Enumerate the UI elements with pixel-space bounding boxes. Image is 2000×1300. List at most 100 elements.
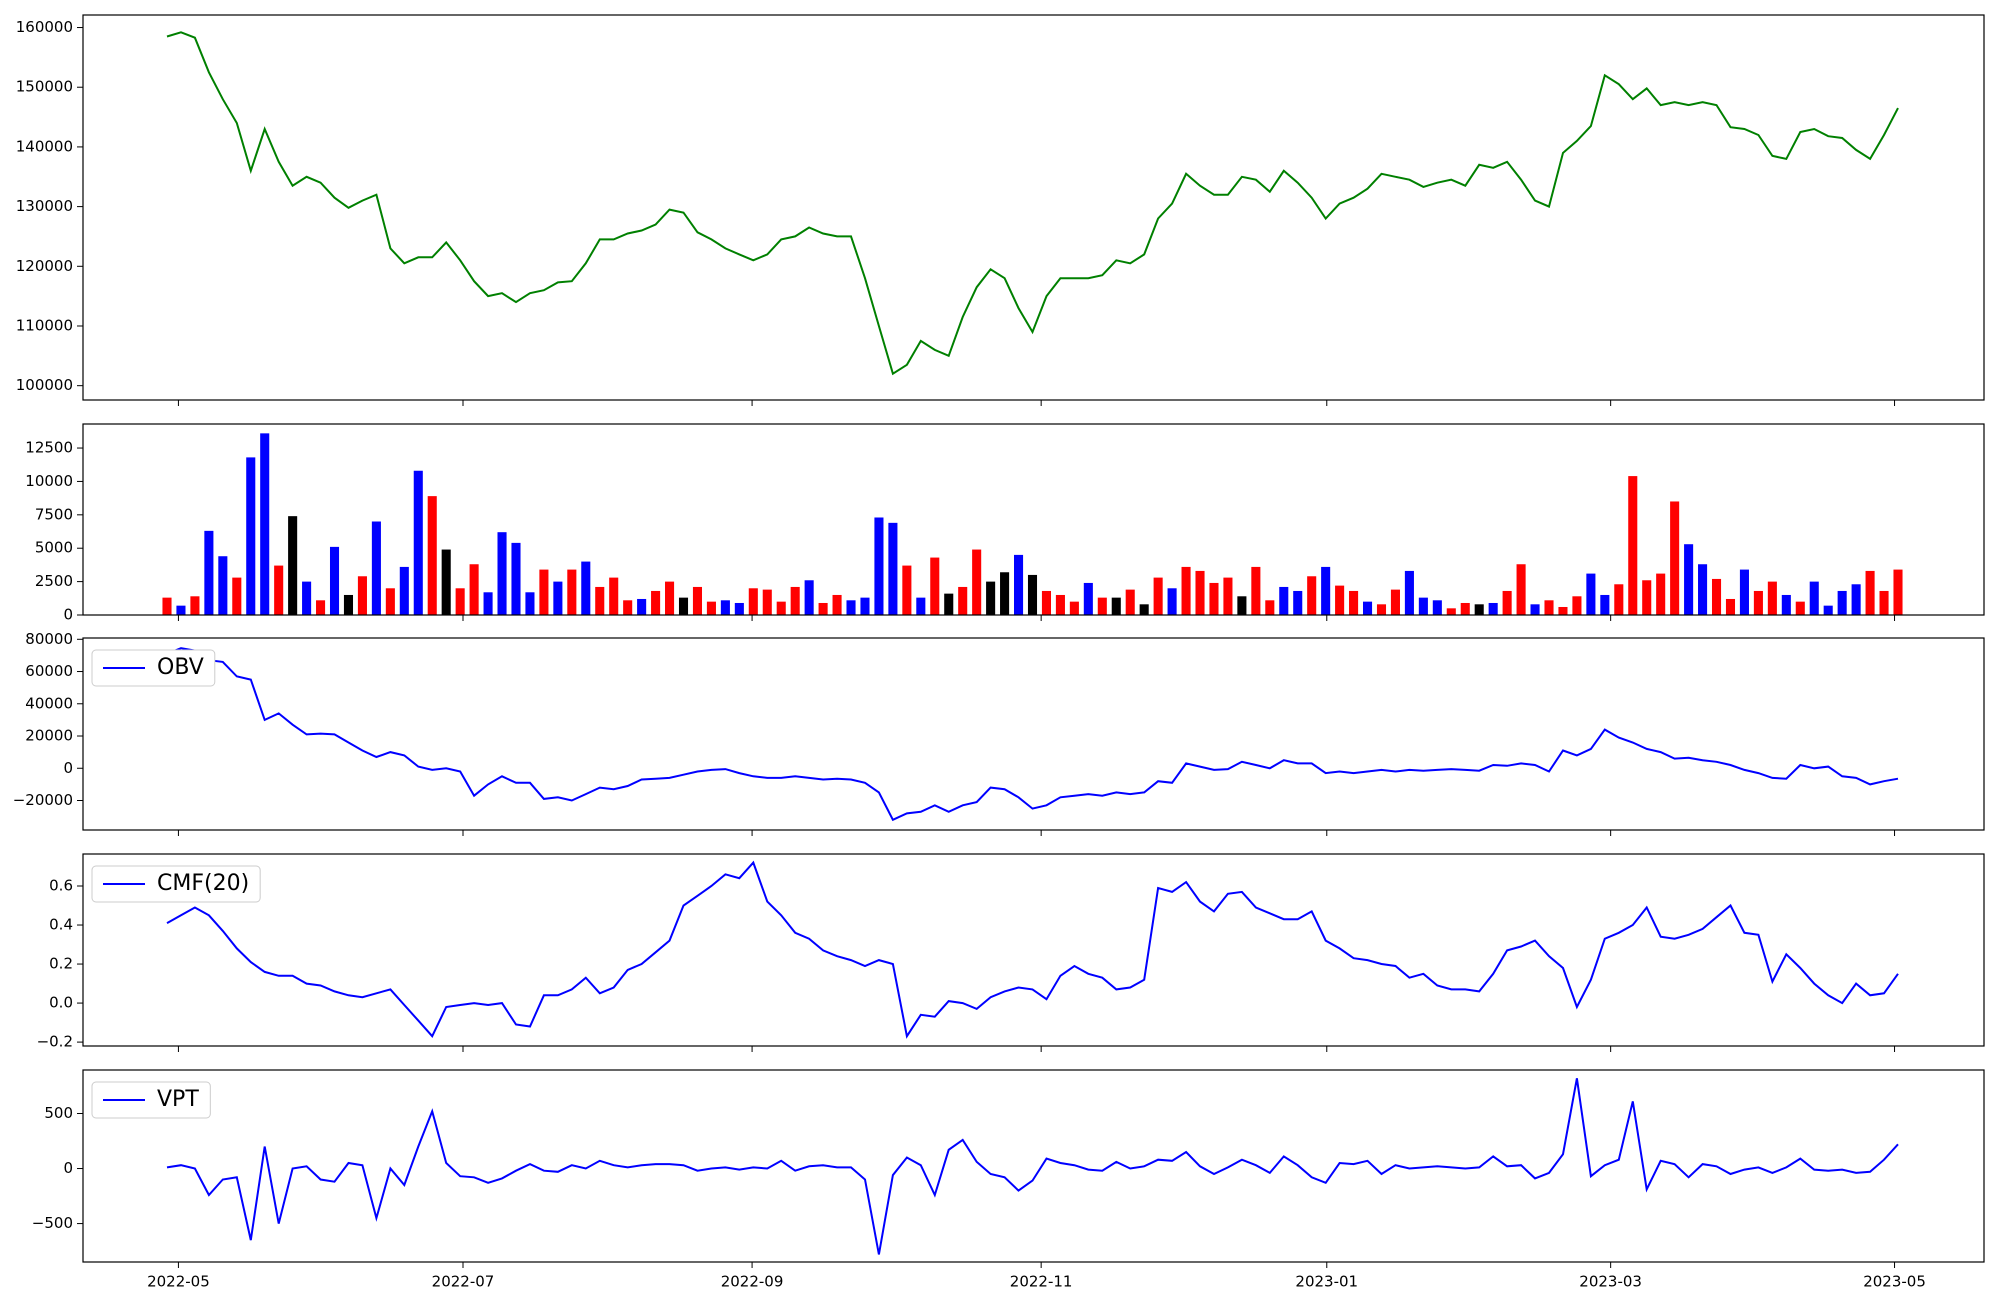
bar [1879, 590, 1889, 615]
bar [1474, 604, 1484, 615]
bar [497, 532, 507, 615]
y-tick-label: −0.2 [37, 1033, 73, 1051]
bar [539, 569, 549, 615]
bar [1628, 476, 1638, 615]
y-tick-label: 160000 [16, 18, 73, 36]
bar [1195, 570, 1205, 615]
bar [1041, 590, 1051, 615]
y-tick-label: 80000 [25, 630, 73, 648]
bar [525, 592, 535, 615]
bar [930, 557, 940, 615]
bar [1670, 501, 1680, 615]
bar [1307, 576, 1317, 615]
bar [1265, 600, 1275, 615]
y-tick-label: −500 [32, 1214, 73, 1232]
bar [385, 588, 395, 615]
bar [1279, 586, 1289, 615]
bar [1000, 572, 1010, 615]
bar [874, 517, 884, 615]
y-tick-label: 7500 [35, 505, 73, 523]
bar [329, 546, 340, 615]
bar [1153, 577, 1163, 615]
bar [1586, 573, 1596, 615]
bar [958, 586, 968, 615]
line [166, 860, 1899, 1039]
y-tick-label: 5000 [35, 539, 73, 557]
y-tick-label: 60000 [25, 662, 73, 680]
bar [162, 597, 172, 615]
line [166, 31, 1899, 376]
bar [1767, 581, 1777, 615]
legend: CMF(20) [91, 865, 261, 903]
y-tick-label: 150000 [16, 78, 73, 96]
bar [1083, 582, 1093, 615]
bar [1544, 600, 1554, 615]
bar [455, 588, 465, 615]
plot-frame [82, 1069, 1985, 1263]
bar [288, 516, 298, 615]
bar [1432, 600, 1442, 615]
bar [1390, 589, 1400, 615]
bar [1614, 584, 1624, 615]
y-tick-label: 110000 [16, 316, 73, 334]
bar [260, 433, 270, 615]
legend-label: VPT [157, 1087, 199, 1112]
bar [553, 581, 563, 615]
bar [441, 549, 451, 615]
bar [651, 590, 661, 615]
bar [1335, 585, 1345, 615]
bar [944, 593, 954, 615]
bar [1321, 566, 1331, 615]
bar [1181, 566, 1191, 615]
bar [1809, 581, 1819, 615]
bar [246, 457, 256, 615]
bar [902, 565, 912, 615]
bar [1558, 606, 1568, 615]
y-tick-label: 0 [63, 606, 73, 624]
bar [1893, 569, 1903, 615]
bar [1865, 570, 1875, 615]
bar [846, 600, 856, 615]
bar [1293, 590, 1303, 615]
y-tick-label: 130000 [16, 197, 73, 215]
bar [302, 581, 312, 615]
bar [1516, 564, 1526, 615]
legend-box [91, 649, 216, 687]
plot-frame [82, 853, 1985, 1047]
x-tick-label: 2023-01 [1295, 1273, 1358, 1291]
bar [371, 521, 381, 615]
bar [1642, 580, 1652, 615]
y-tick-label: 0.4 [49, 916, 73, 934]
bar [1488, 602, 1498, 615]
y-tick-label: 140000 [16, 137, 73, 155]
plot-frame [82, 14, 1985, 401]
line [166, 647, 1899, 822]
bar [1446, 608, 1456, 615]
bar [1139, 604, 1149, 615]
bar [609, 577, 619, 615]
bar [1014, 554, 1024, 615]
bar [190, 596, 200, 615]
legend-box [91, 865, 261, 903]
y-tick-label: 40000 [25, 694, 73, 712]
y-tick-label: −20000 [13, 791, 73, 809]
legend-label: CMF(20) [157, 871, 249, 896]
bar [1656, 573, 1666, 615]
x-tick-label: 2022-07 [432, 1273, 495, 1291]
legend: VPT [91, 1081, 211, 1119]
bar [1376, 604, 1387, 615]
bar [1055, 594, 1065, 615]
x-tick-label: 2023-03 [1579, 1273, 1642, 1291]
bar [748, 588, 758, 615]
bar [1027, 574, 1038, 615]
x-tick-label: 2022-11 [1010, 1273, 1073, 1291]
bar [1711, 578, 1722, 615]
bar [1837, 590, 1847, 615]
bar [1237, 596, 1247, 615]
bar [1349, 590, 1359, 615]
y-tick-label: 0 [63, 1159, 73, 1177]
bar [274, 565, 284, 615]
bar [1502, 590, 1512, 615]
bar [860, 597, 870, 615]
